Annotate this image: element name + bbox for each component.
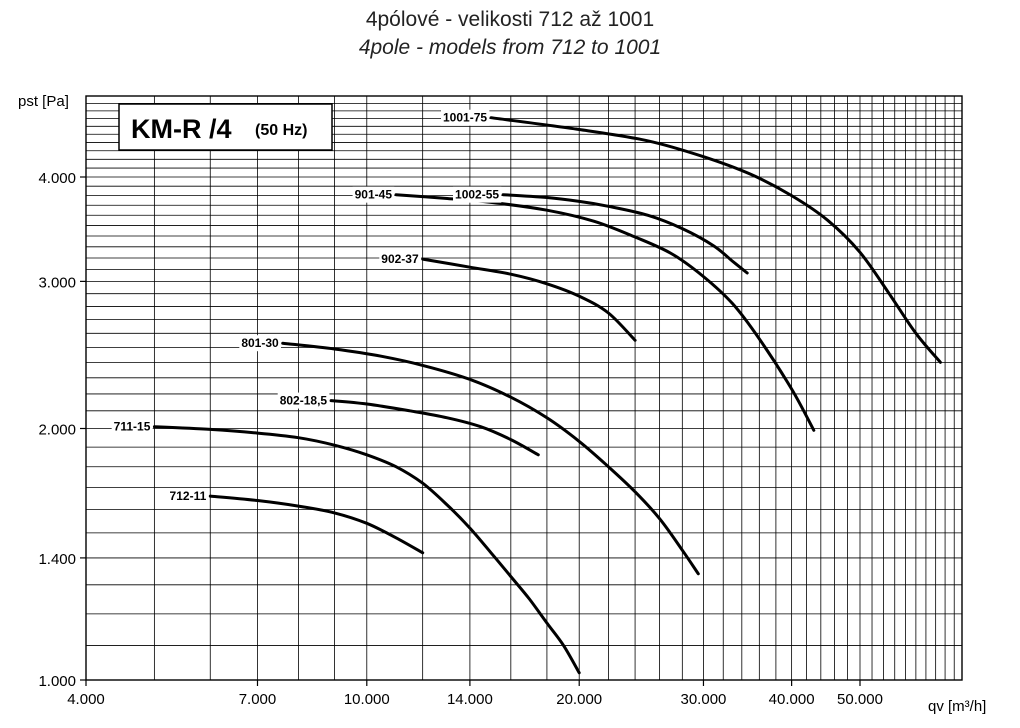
curve-label-901-45: 901-45 [352, 186, 395, 203]
x-tick-label: 30.000 [681, 691, 727, 708]
x-tick-label: 7.000 [239, 691, 277, 708]
curve-label-background [239, 335, 282, 352]
curve-label-801-30: 801-30 [239, 335, 282, 352]
curve-label-text: 901-45 [355, 188, 393, 202]
curve-1002-55 [501, 193, 749, 275]
y-tick-label: 3.000 [38, 274, 76, 291]
tick-labels: 4.000 7.000 10.000 14.000 20.000 30.000 40.000… [38, 170, 882, 708]
curve-802-18,5 [329, 399, 540, 457]
curve-label-712-11: 712-11 [167, 488, 209, 505]
curve-label-1002-55: 1002-55 [453, 186, 502, 203]
curve-801-30 [281, 341, 700, 576]
curve-902-37 [421, 257, 637, 342]
model-box-subtitle: (50 Hz) [255, 122, 307, 139]
y-tick-label: 1.400 [38, 551, 76, 568]
x-tick-label: 20.000 [556, 691, 602, 708]
curve-label-text: 1002-55 [455, 188, 499, 202]
curve-label-background [453, 186, 502, 203]
curve-label-902-37: 902-37 [379, 251, 421, 268]
curve-label-711-15: 711-15 [111, 418, 153, 435]
chart-subtitle: 4pole - models from 712 to 1001 [358, 36, 662, 59]
chart-title: 4pólové - velikosti 712 až 1001 [365, 8, 655, 31]
curve-label-background [352, 186, 395, 203]
model-box-title: KM-R /4 [131, 114, 232, 144]
curve-label-background [379, 251, 421, 268]
y-axis-label: pst [Pa] [18, 93, 69, 110]
curve-labels: 1001-75 1002-55 901-45 902-37 801-30 802-18,5… [111, 109, 502, 505]
x-tick-label: 10.000 [344, 691, 390, 708]
curve-label-text: 712-11 [170, 489, 207, 503]
curve-901-45 [394, 193, 816, 432]
curves [152, 116, 942, 675]
x-tick-label: 40.000 [769, 691, 815, 708]
curve-label-text: 902-37 [381, 252, 419, 266]
curve-711-15 [152, 425, 581, 675]
curve-label-text: 802-18,5 [280, 394, 328, 408]
x-tick-label: 14.000 [447, 691, 493, 708]
y-tick-label: 1.000 [38, 673, 76, 690]
curve-label-background [441, 109, 490, 126]
curve-712-11 [208, 494, 425, 555]
curve-label-text: 801-30 [241, 336, 279, 350]
curve-label-1001-75: 1001-75 [441, 109, 490, 126]
plot-frame [85, 95, 963, 681]
y-tick-label: 4.000 [38, 170, 76, 187]
curve-label-text: 711-15 [114, 420, 151, 434]
curve-label-text: 1001-75 [443, 111, 487, 125]
x-tick-label: 4.000 [67, 691, 105, 708]
x-tick-label: 50.000 [837, 691, 883, 708]
model-box: KM-R /4 (50 Hz) [118, 103, 333, 151]
curve-label-background [277, 392, 330, 409]
curve-label-802-18,5: 802-18,5 [277, 392, 330, 409]
y-tick-label: 2.000 [38, 422, 76, 439]
curve-label-background [167, 488, 209, 505]
x-axis-label: qv [m³/h] [928, 698, 986, 715]
curve-1001-75 [489, 116, 942, 364]
curve-label-background [111, 418, 153, 435]
